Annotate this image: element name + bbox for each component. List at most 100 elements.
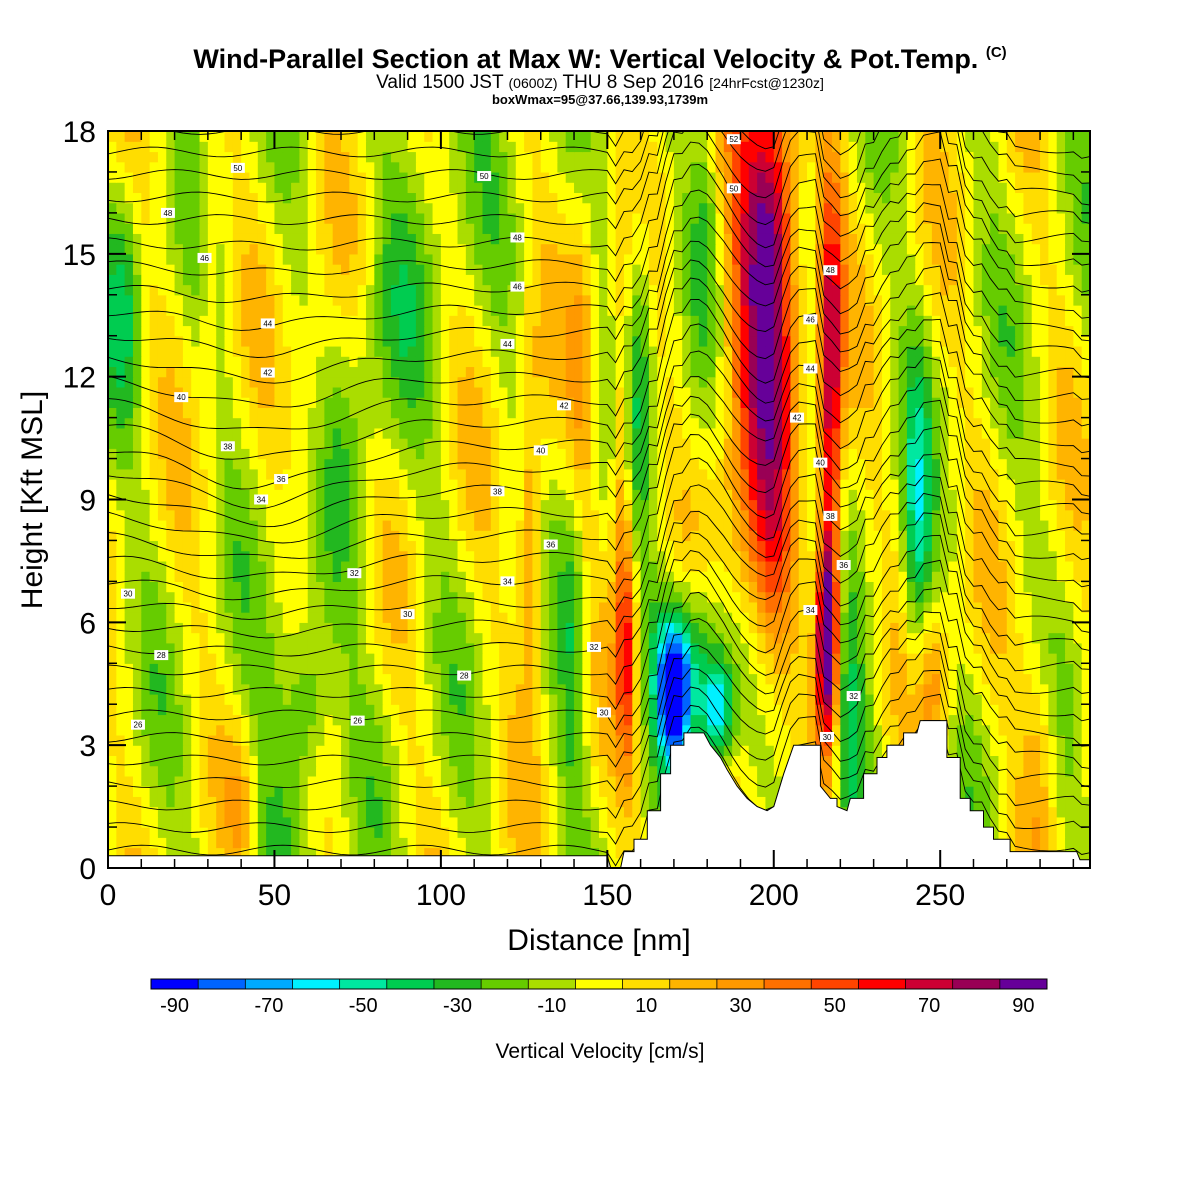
velocity-cell xyxy=(515,714,525,726)
velocity-cell xyxy=(748,591,758,603)
velocity-cell xyxy=(382,581,392,593)
velocity-cell xyxy=(390,806,400,818)
velocity-cell xyxy=(765,642,775,654)
velocity-cell xyxy=(723,550,733,562)
velocity-cell xyxy=(449,632,459,644)
velocity-cell xyxy=(599,693,608,705)
velocity-cell xyxy=(299,489,309,501)
velocity-cell xyxy=(931,519,941,531)
velocity-cell xyxy=(623,540,633,552)
velocity-cell xyxy=(465,612,475,623)
velocity-cell xyxy=(648,499,658,511)
velocity-cell xyxy=(132,734,142,746)
velocity-cell xyxy=(673,693,683,705)
velocity-cell xyxy=(765,601,775,613)
velocity-cell xyxy=(182,704,192,716)
velocity-cell xyxy=(524,499,534,511)
velocity-cell xyxy=(415,479,425,490)
velocity-cell xyxy=(723,663,733,675)
velocity-cell xyxy=(149,479,159,490)
velocity-cell xyxy=(232,632,242,644)
velocity-cell xyxy=(157,796,167,808)
velocity-cell xyxy=(224,489,234,501)
velocity-cell xyxy=(191,591,201,603)
velocity-cell xyxy=(207,724,217,736)
velocity-cell xyxy=(906,704,916,716)
velocity-cell xyxy=(682,438,692,449)
velocity-cell xyxy=(865,612,875,623)
velocity-cell xyxy=(632,827,642,838)
velocity-cell xyxy=(307,550,317,562)
velocity-cell xyxy=(199,571,209,582)
velocity-cell xyxy=(798,581,808,593)
velocity-cell xyxy=(881,704,891,716)
velocity-cell xyxy=(457,519,467,531)
velocity-cell xyxy=(1065,837,1074,849)
velocity-cell xyxy=(224,724,234,736)
velocity-cell xyxy=(740,622,750,634)
velocity-cell xyxy=(823,786,833,797)
velocity-cell xyxy=(1056,806,1066,818)
velocity-cell xyxy=(856,468,866,480)
velocity-cell xyxy=(848,438,858,449)
velocity-cell xyxy=(574,571,583,582)
velocity-cell xyxy=(615,653,625,664)
velocity-cell xyxy=(673,632,683,644)
velocity-cell xyxy=(673,479,683,490)
velocity-cell xyxy=(482,612,492,623)
velocity-cell xyxy=(232,693,242,705)
velocity-cell xyxy=(307,837,317,849)
velocity-cell xyxy=(698,653,708,664)
velocity-cell xyxy=(116,786,126,797)
velocity-cell xyxy=(374,489,384,501)
velocity-cell xyxy=(582,642,592,654)
velocity-cell xyxy=(965,653,975,664)
velocity-cell xyxy=(374,581,384,593)
velocity-cell xyxy=(141,724,151,736)
velocity-cell xyxy=(1081,734,1090,746)
velocity-cell xyxy=(582,745,592,757)
velocity-cell xyxy=(890,642,900,654)
velocity-cell xyxy=(182,571,192,582)
velocity-cell xyxy=(1048,806,1058,818)
velocity-cell xyxy=(707,499,717,511)
velocity-cell xyxy=(199,765,209,777)
velocity-cell xyxy=(182,489,192,501)
velocity-cell xyxy=(623,601,633,613)
velocity-cell xyxy=(191,816,201,828)
velocity-cell xyxy=(673,468,683,480)
velocity-cell xyxy=(515,806,525,818)
velocity-cell xyxy=(1015,499,1025,511)
velocity-cell xyxy=(923,612,933,623)
velocity-cell xyxy=(524,530,534,542)
velocity-cell xyxy=(807,499,816,511)
velocity-cell xyxy=(557,468,567,480)
velocity-cell xyxy=(715,540,725,552)
velocity-cell xyxy=(349,673,359,685)
velocity-cell xyxy=(474,540,484,552)
velocity-cell xyxy=(507,642,517,654)
velocity-cell xyxy=(166,530,176,542)
velocity-cell xyxy=(690,724,700,736)
velocity-cell xyxy=(998,509,1008,521)
velocity-cell xyxy=(549,591,558,603)
velocity-cell xyxy=(623,827,633,838)
velocity-cell xyxy=(765,632,775,644)
velocity-cell xyxy=(524,550,534,562)
velocity-cell xyxy=(865,468,875,480)
velocity-cell xyxy=(124,479,134,490)
velocity-cell xyxy=(632,458,642,470)
velocity-cell xyxy=(507,734,517,746)
velocity-cell xyxy=(757,601,767,613)
velocity-cell xyxy=(515,581,525,593)
velocity-cell xyxy=(990,489,1000,501)
velocity-cell xyxy=(141,847,151,859)
velocity-cell xyxy=(607,653,617,664)
velocity-cell xyxy=(440,458,450,470)
velocity-cell xyxy=(715,519,725,531)
velocity-cell xyxy=(399,458,409,470)
velocity-cell xyxy=(823,468,833,480)
velocity-cell xyxy=(415,550,425,562)
velocity-cell xyxy=(207,683,217,695)
velocity-cell xyxy=(790,724,800,736)
